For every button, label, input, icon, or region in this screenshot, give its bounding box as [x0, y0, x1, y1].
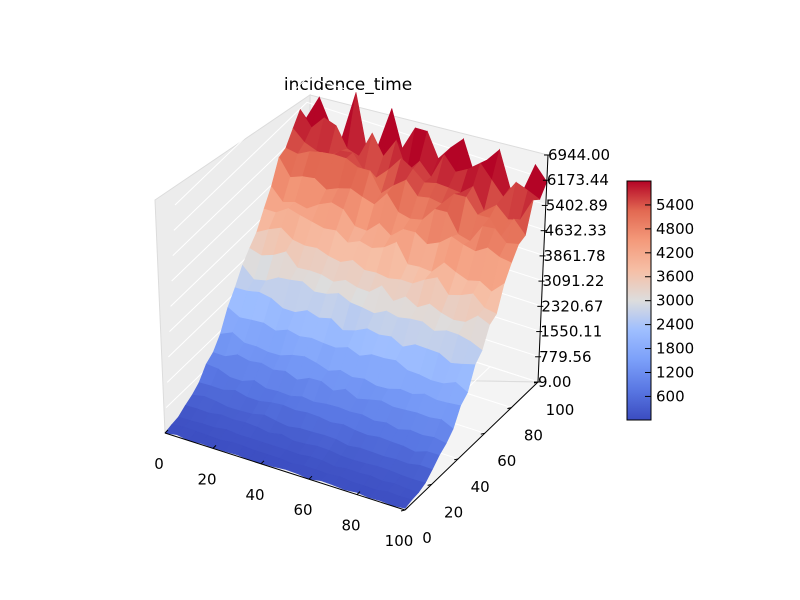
y-tick-mark: [400, 509, 406, 512]
colorbar-tick-label: 1800: [656, 340, 694, 358]
x-tick-mark: [164, 429, 169, 434]
y-tick-label: 60: [497, 452, 516, 470]
colorbar-tick-label: 3000: [656, 292, 694, 310]
y-tick-label: 40: [471, 478, 490, 496]
x-tick-label: 40: [245, 486, 264, 504]
y-tick-label: 20: [444, 503, 463, 521]
colorbar: 600 1200 1800 2400 3000 3600 4200 4800 5400: [626, 180, 694, 421]
y-tick-label: 100: [546, 401, 575, 419]
z-tick-label: 1550.11: [540, 323, 602, 341]
z-axis-line: [537, 154, 549, 383]
x-axis-line: [164, 432, 406, 511]
y-tick-label: 0: [422, 529, 432, 547]
z-tick-label: 9.00: [538, 373, 571, 391]
y-axis-line: [404, 381, 539, 511]
z-tick-label: 3861.78: [544, 247, 606, 265]
z-axis-ticks: 9.00 779.56 1550.11 2320.67 3091.22 3861.78 46…: [534, 146, 610, 391]
y-tick-mark: [454, 458, 459, 461]
colorbar-tick-label: 4200: [656, 244, 694, 262]
grid-line: [174, 76, 549, 206]
z-tick-label: 6944.00: [548, 146, 610, 164]
surface-facet: [392, 496, 413, 509]
y-tick-mark: [507, 407, 512, 410]
x-tick-mark: [308, 475, 313, 480]
colorbar-tick-label: 5400: [656, 196, 694, 214]
z-tick-label: 2320.67: [541, 297, 603, 315]
z-tick-label: 5402.89: [546, 196, 608, 214]
x-tick-label: 60: [293, 501, 312, 519]
x-tick-mark: [212, 445, 217, 449]
x-tick-mark: [260, 460, 265, 465]
z-tick-label: 3091.22: [542, 272, 604, 290]
x-tick-label: 0: [154, 455, 164, 473]
colorbar-tick-label: 3600: [656, 268, 694, 286]
colorbar-tick-label: 2400: [656, 316, 694, 334]
colorbar-ticks: 600 1200 1800 2400 3000 3600 4200 4800 5400: [645, 196, 694, 405]
z-tick-label: 4632.33: [545, 222, 607, 240]
surface-mesh: [164, 92, 548, 509]
colorbar-tick-label: 4800: [656, 220, 694, 238]
x-tick-label: 80: [341, 517, 360, 535]
x-axis-ticks: 0 20 40 60 80 100: [154, 429, 414, 550]
x-tick-label: 20: [197, 470, 216, 488]
z-tick-label: 6173.44: [547, 171, 609, 189]
y-tick-mark: [480, 432, 485, 435]
y-tick-label: 80: [524, 427, 543, 445]
chart-title: incidence_time: [284, 75, 412, 95]
colorbar-tick-label: 1200: [656, 363, 694, 381]
x-tick-mark: [404, 506, 409, 511]
x-tick-mark: [356, 491, 361, 495]
colorbar-tick-label: 600: [656, 387, 685, 405]
y-tick-mark: [427, 483, 432, 486]
x-tick-label: 100: [385, 532, 414, 550]
z-tick-label: 779.56: [539, 348, 592, 366]
